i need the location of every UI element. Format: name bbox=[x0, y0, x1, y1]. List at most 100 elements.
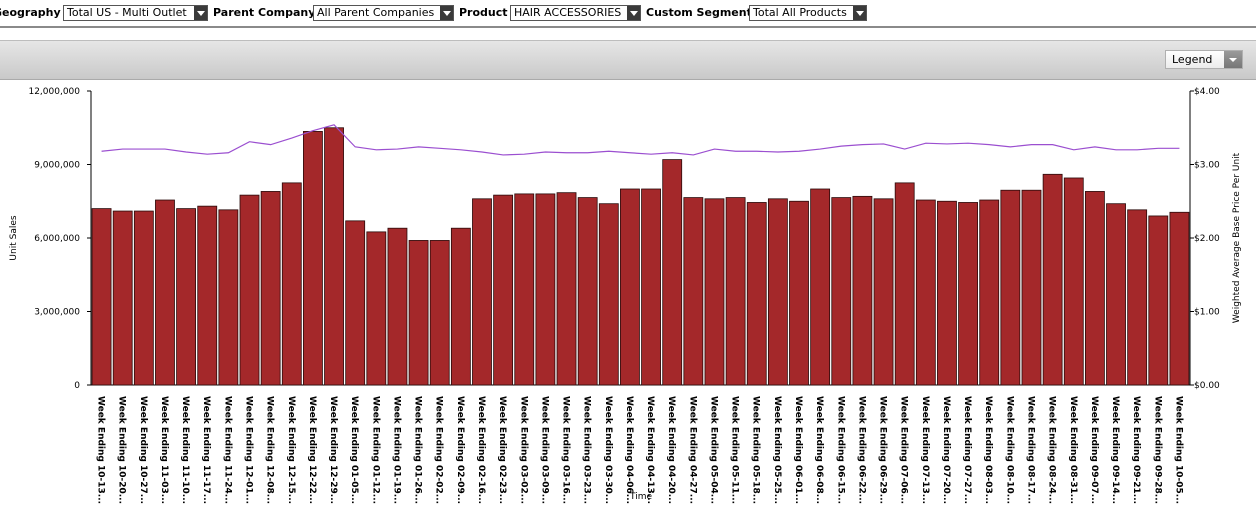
x-tick-label: Week Ending 08-17... bbox=[1025, 396, 1035, 504]
x-tick-label: Week Ending 01-26... bbox=[413, 396, 423, 504]
y2-tick-label: $0.00 bbox=[1194, 381, 1220, 391]
bar bbox=[894, 182, 915, 386]
x-tick-label: Week Ending 03-09... bbox=[539, 396, 549, 504]
dropdown-arrow[interactable] bbox=[1224, 51, 1242, 68]
bar bbox=[1021, 189, 1042, 386]
filter-select[interactable]: Total US - Multi Outlet bbox=[63, 5, 208, 21]
y-tick-label: 9,000,000 bbox=[34, 161, 80, 171]
filter-select[interactable]: Total All Products bbox=[749, 5, 867, 21]
x-tick-label: Week Ending 05-04... bbox=[708, 396, 718, 504]
y2-tick-label: $1.00 bbox=[1194, 308, 1220, 318]
y2-axis-title: Weighted Average Base Price Per Unit bbox=[1232, 152, 1242, 323]
bar bbox=[641, 188, 661, 386]
dropdown-arrow[interactable] bbox=[194, 6, 207, 20]
filter-label: Custom Segment bbox=[646, 6, 752, 19]
bar bbox=[979, 199, 1000, 386]
x-tick-label: Week Ending 05-25... bbox=[772, 396, 782, 504]
x-tick-label: Week Ending 03-16... bbox=[561, 396, 571, 504]
bar bbox=[598, 203, 619, 386]
toolbar-band bbox=[0, 40, 1256, 80]
filter-label: Geography bbox=[0, 6, 61, 19]
x-tick-label: Week Ending 12-15... bbox=[286, 396, 296, 504]
bar bbox=[133, 210, 154, 386]
bar bbox=[810, 188, 831, 386]
x-tick-label: Week Ending 09-28... bbox=[1152, 396, 1162, 504]
x-tick-label: Week Ending 06-22... bbox=[856, 396, 866, 504]
x-tick-label: Week Ending 06-15... bbox=[835, 396, 845, 504]
bar bbox=[767, 198, 788, 386]
filter-value: All Parent Companies bbox=[317, 6, 435, 19]
bar bbox=[704, 198, 725, 386]
bar bbox=[387, 227, 408, 386]
line bbox=[101, 124, 1180, 156]
x-tick-label: Week Ending 02-16... bbox=[476, 396, 486, 504]
bar bbox=[556, 192, 577, 386]
x-tick-label: Week Ending 04-20... bbox=[666, 396, 676, 504]
bar bbox=[197, 205, 218, 386]
x-tick-label: Week Ending 04-13... bbox=[645, 396, 655, 504]
bar bbox=[725, 197, 746, 386]
x-tick-label: Week Ending 07-20... bbox=[941, 396, 951, 504]
bar bbox=[937, 200, 957, 386]
y2-tick-label: $4.00 bbox=[1194, 87, 1220, 97]
x-tick-label: Week Ending 11-17... bbox=[201, 396, 211, 504]
x-tick-label: Week Ending 08-31... bbox=[1068, 396, 1078, 504]
bar bbox=[112, 210, 133, 386]
y-tick-label: 3,000,000 bbox=[34, 308, 80, 318]
x-tick-label: Week Ending 09-07... bbox=[1089, 396, 1099, 504]
bar bbox=[472, 198, 492, 386]
bar bbox=[91, 208, 112, 386]
x-tick-label: Week Ending 02-09... bbox=[455, 396, 465, 504]
filter-select[interactable]: HAIR ACCESSORIES bbox=[510, 5, 641, 21]
filter-select[interactable]: All Parent Companies bbox=[313, 5, 454, 21]
x-tick-label: Week Ending 12-08... bbox=[265, 396, 275, 504]
dropdown-arrow[interactable] bbox=[853, 6, 866, 20]
bar bbox=[852, 195, 873, 386]
x-tick-label: Week Ending 06-08... bbox=[814, 396, 824, 504]
filter-value: Total US - Multi Outlet bbox=[67, 6, 187, 19]
x-tick-label: Week Ending 02-02... bbox=[434, 396, 444, 504]
y2-tick-label: $3.00 bbox=[1194, 161, 1220, 171]
bar bbox=[577, 197, 598, 386]
bar bbox=[260, 191, 281, 386]
bar bbox=[662, 159, 683, 386]
filter-value: HAIR ACCESSORIES bbox=[514, 6, 622, 19]
x-tick-label: Week Ending 12-29... bbox=[328, 396, 338, 504]
x-tick-label: Week Ending 12-01... bbox=[244, 396, 254, 504]
x-tick-label: Week Ending 10-05... bbox=[1173, 396, 1183, 504]
bar bbox=[324, 127, 344, 386]
y-tick-label: 0 bbox=[74, 381, 80, 391]
x-tick-label: Week Ending 10-13... bbox=[96, 396, 106, 504]
bar bbox=[176, 208, 197, 386]
dropdown-arrow[interactable] bbox=[440, 6, 453, 20]
x-tick-label: Week Ending 10-20... bbox=[117, 396, 127, 504]
bar bbox=[239, 194, 260, 386]
bar bbox=[366, 231, 387, 386]
x-tick-label: Week Ending 02-23... bbox=[497, 396, 507, 504]
bar bbox=[218, 209, 239, 386]
x-tick-label: Week Ending 08-24... bbox=[1047, 396, 1057, 504]
x-tick-label: Week Ending 01-12... bbox=[370, 396, 380, 504]
bar bbox=[1042, 173, 1063, 386]
x-tick-label: Week Ending 06-29... bbox=[878, 396, 888, 504]
bar bbox=[1148, 215, 1169, 386]
bar bbox=[408, 240, 429, 386]
bar bbox=[345, 220, 366, 386]
dropdown-arrow[interactable] bbox=[627, 6, 640, 20]
x-tick-label: Week Ending 06-01... bbox=[793, 396, 803, 504]
bar bbox=[746, 202, 767, 386]
y-tick-label: 6,000,000 bbox=[34, 234, 80, 244]
x-axis-title: Time bbox=[629, 492, 652, 502]
bar bbox=[1106, 203, 1126, 386]
x-tick-label: Week Ending 04-27... bbox=[687, 396, 697, 504]
bar bbox=[155, 199, 175, 386]
filter-label: Product bbox=[459, 6, 508, 19]
x-tick-label: Week Ending 01-19... bbox=[391, 396, 401, 504]
x-tick-label: Week Ending 08-03... bbox=[983, 396, 993, 504]
x-tick-label: Week Ending 10-27... bbox=[138, 396, 148, 504]
x-tick-label: Week Ending 07-27... bbox=[962, 396, 972, 504]
legend-dropdown[interactable]: Legend bbox=[1165, 50, 1243, 69]
bar bbox=[303, 131, 323, 386]
x-tick-label: Week Ending 03-30... bbox=[603, 396, 613, 504]
